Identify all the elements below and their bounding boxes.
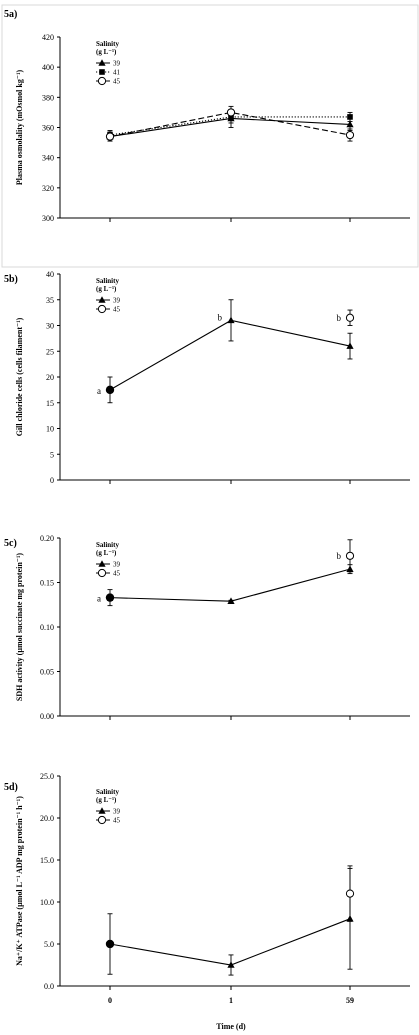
legend-title: Salinity [96,277,119,285]
data-point-45 [226,108,236,117]
legend-label-45: 45 [113,570,121,578]
series-line-39 [109,918,351,966]
legend-label-39: 39 [113,297,121,305]
data-point-39 [346,342,354,349]
legend-title: Salinity [96,788,119,796]
y-tick-label: 0.15 [40,579,54,588]
legend-label-45: 45 [113,78,121,86]
data-point-39 [346,120,354,128]
annotation-letter: a [97,594,101,604]
panel-5a: 5a) 300 320 340 360 380 400 420 Plasma osmolalit… [1,4,419,268]
legend-label-39: 39 [113,808,121,816]
legend-label-45: 45 [113,306,121,314]
y-tick-label: 0.20 [40,534,54,543]
data-point-39 [227,961,235,968]
x-axis-label: Time (d) [216,1022,246,1031]
y-tick-label: 15 [46,399,54,408]
x-tick-label: 59 [346,996,354,1005]
y-tick-label: 380 [42,93,54,102]
data-point-45 [345,551,355,560]
legend-label-45: 45 [113,817,121,825]
x-tick-label: 0 [108,996,112,1005]
y-tick-label: 320 [42,184,54,193]
y-tick-label: 0.0 [44,982,54,991]
legend-label-39: 39 [113,561,121,569]
panel-label: 5b) [4,274,18,285]
y-axis-label: Na⁺/K⁺ ATPase (µmol L⁻¹ ADP mg protein⁻¹… [15,796,24,966]
y-tick-label: 0.10 [40,623,54,632]
y-tick-label: 0 [50,476,54,485]
legend-marker-39 [98,807,106,814]
data-point-45 [105,132,115,141]
data-point-39 [227,597,235,604]
legend-marker-39 [98,296,106,303]
legend-marker-45 [97,304,107,314]
legend-marker-45 [97,815,107,825]
legend-subtitle: (g L⁻¹) [96,796,117,804]
legend-subtitle: (g L⁻¹) [96,48,117,56]
series-line-41 [109,116,350,136]
panel-frame [1,4,419,268]
legend-subtitle: (g L⁻¹) [96,285,117,293]
legend-marker-39 [98,560,106,567]
y-tick-label: 20 [46,373,54,382]
panel-5d: 5d) 0.0 5.0 10.0 15.0 20.0 25.0 0 1 59 Na⁺/K⁺ ATPa… [4,772,410,1031]
y-axis-label: SDH activity (µmol succinate mg protein⁻… [15,553,24,702]
annotation-letter: b [337,551,342,561]
y-tick-label: 10 [46,425,54,434]
data-point-39 [227,316,235,324]
legend-marker-39 [98,59,106,66]
y-tick-label: 340 [42,154,54,163]
data-point-start [105,385,115,395]
y-tick-label: 300 [42,214,54,223]
y-tick-label: 25.0 [40,772,54,781]
y-axis-label: Gill chloride cells (cells filament⁻¹) [15,317,24,436]
y-tick-label: 5.0 [44,940,54,949]
data-point-45 [345,130,355,140]
legend-marker-41 [99,69,105,75]
y-tick-label: 0.00 [40,712,54,721]
panel-label: 5c) [4,538,17,549]
data-point-39 [346,565,354,572]
data-point-45 [345,313,355,322]
data-point-41 [347,114,353,120]
annotation-letter: b [218,312,223,322]
series-line-45 [109,111,351,138]
y-tick-label: 30 [46,322,54,331]
y-tick-label: 35 [46,296,54,305]
y-tick-label: 20.0 [40,814,54,823]
panel-label: 5d) [4,782,18,793]
legend-marker-45 [97,568,107,578]
annotation-letter: a [97,386,101,396]
legend-title: Salinity [96,40,119,48]
y-tick-label: 360 [42,124,54,133]
data-point-start [105,939,115,949]
y-tick-label: 25 [46,347,54,356]
y-axis-label: Plasma osmolality (mOsmol kg⁻¹) [15,70,24,186]
panel-5b: 5b) 0 5 10 15 20 25 30 35 40 Gill chloride cells (… [4,270,410,485]
y-tick-label: 10.0 [40,898,54,907]
legend-title: Salinity [96,541,119,549]
legend-label-39: 39 [113,60,121,68]
legend-label-41: 41 [113,69,121,77]
y-tick-label: 400 [42,63,54,72]
panel-5c: 5c) 0.00 0.05 0.10 0.15 0.20 SDH activity (µmo… [4,534,410,721]
y-tick-label: 420 [42,33,54,42]
y-tick-label: 15.0 [40,856,54,865]
series-line-39 [109,319,351,391]
y-tick-label: 0.05 [40,668,54,677]
y-tick-label: 40 [46,270,54,279]
legend-marker-45 [97,76,107,86]
annotation-letter: b [337,313,342,323]
series-line-39 [109,568,351,602]
data-point-start [105,593,115,602]
x-tick-label: 1 [229,996,233,1005]
legend-subtitle: (g L⁻¹) [96,549,117,557]
data-point-41 [228,114,234,120]
data-point-45 [345,889,355,898]
data-point-39 [346,915,354,922]
panel-label: 5a) [4,9,17,20]
y-tick-label: 5 [50,450,54,459]
